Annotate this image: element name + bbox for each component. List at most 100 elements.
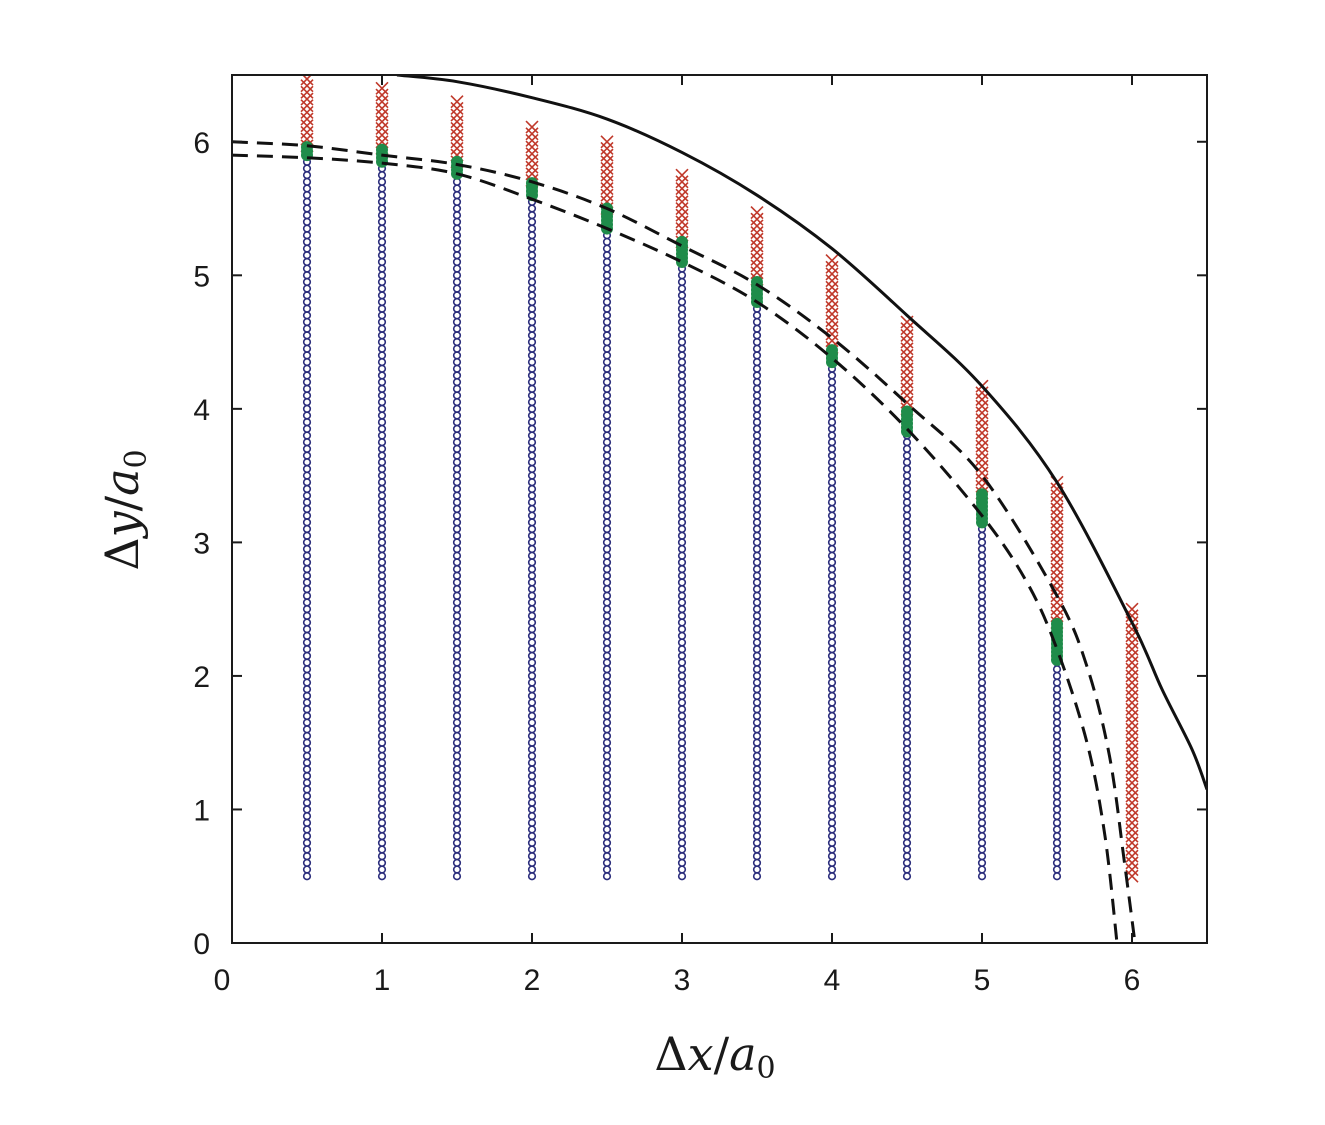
circle-point [377, 698, 387, 707]
circle-point [527, 785, 537, 794]
circle-point [527, 204, 537, 213]
circle-point [527, 658, 537, 667]
cross-point [975, 406, 989, 420]
circle-point [977, 738, 987, 747]
circle-point [977, 865, 987, 874]
circle-point [602, 598, 612, 607]
circle-point [377, 511, 387, 520]
circle-point [752, 671, 762, 681]
circle-point [977, 838, 987, 847]
circle-point [302, 351, 312, 360]
cross-point [1125, 682, 1139, 696]
circle-point [602, 271, 612, 280]
circle-point [902, 538, 912, 547]
circle-point [752, 371, 762, 380]
circle-point [527, 551, 537, 560]
circle-point [452, 404, 462, 413]
circle-point [302, 765, 312, 774]
circle-point [302, 251, 312, 260]
circle-point [302, 264, 312, 273]
circle-point [602, 738, 612, 747]
cross-point [675, 188, 689, 202]
circle-point [1052, 805, 1062, 814]
circle-point [602, 524, 612, 534]
circle-point [977, 665, 987, 674]
circle-point [677, 304, 687, 313]
circle-point [302, 391, 312, 400]
circle-point [752, 451, 762, 460]
circle-point [752, 418, 762, 427]
circle-point [302, 705, 312, 714]
circle-point [752, 805, 762, 814]
circle-point [827, 378, 837, 387]
circle-point [377, 284, 387, 293]
circle-point [827, 858, 837, 867]
circle-point [977, 605, 987, 614]
circle-point [452, 731, 462, 741]
circle-point [302, 184, 312, 193]
circle-point [452, 625, 462, 634]
circle-point [527, 598, 537, 607]
circle-point [677, 311, 687, 320]
circle-point [827, 418, 837, 427]
circle-point [452, 424, 462, 433]
cross-point [900, 328, 914, 342]
circle-point [827, 391, 837, 400]
circle-point [977, 805, 987, 814]
circle-point [302, 504, 312, 514]
circle-point [302, 818, 312, 827]
circle-point [677, 711, 687, 721]
circle-point [1052, 745, 1062, 754]
circle-point [752, 571, 762, 580]
circle-point [602, 498, 612, 507]
cross-point [1050, 535, 1064, 549]
circle-point [752, 551, 762, 560]
circle-point [602, 237, 612, 247]
circle-point [677, 698, 687, 707]
cross-point [300, 92, 314, 106]
circle-point [527, 571, 537, 580]
circle-point [977, 705, 987, 714]
circle-point [677, 611, 687, 620]
circle-point [902, 698, 912, 707]
circle-point [902, 785, 912, 794]
cross-point [1125, 809, 1139, 823]
circle-point [527, 458, 537, 467]
circle-point [377, 391, 387, 400]
cross-point [450, 115, 464, 129]
circle-point [902, 484, 912, 494]
circle-point [677, 812, 687, 821]
circle-point [452, 304, 462, 313]
cross-point [375, 128, 389, 142]
circle-point [602, 277, 612, 287]
circle-point [527, 838, 537, 847]
circle-point [377, 458, 387, 467]
circle-point [302, 364, 312, 373]
circle-point [677, 852, 687, 861]
circle-point [752, 858, 762, 867]
cross-point [900, 322, 914, 336]
circle-point [677, 371, 687, 380]
circle-point [977, 645, 987, 654]
cross-point [600, 181, 614, 196]
circle-point [452, 184, 462, 193]
circle-point [452, 618, 462, 627]
circle-point [527, 698, 537, 707]
circle-point [827, 471, 837, 480]
circle-point [602, 284, 612, 293]
circle-point [602, 431, 612, 440]
circle-point [827, 431, 837, 440]
circle-point [827, 665, 837, 674]
circle-point [527, 544, 537, 554]
cross-point [825, 307, 839, 321]
circle-point [827, 825, 837, 834]
circle-point [902, 451, 912, 460]
circle-point [827, 771, 837, 781]
circle-point [752, 731, 762, 741]
cross-point [375, 101, 389, 115]
circle-point [752, 484, 762, 494]
circle-point [602, 798, 612, 807]
circle-point [527, 558, 537, 567]
circle-point [377, 291, 387, 300]
circle-point [527, 398, 537, 407]
